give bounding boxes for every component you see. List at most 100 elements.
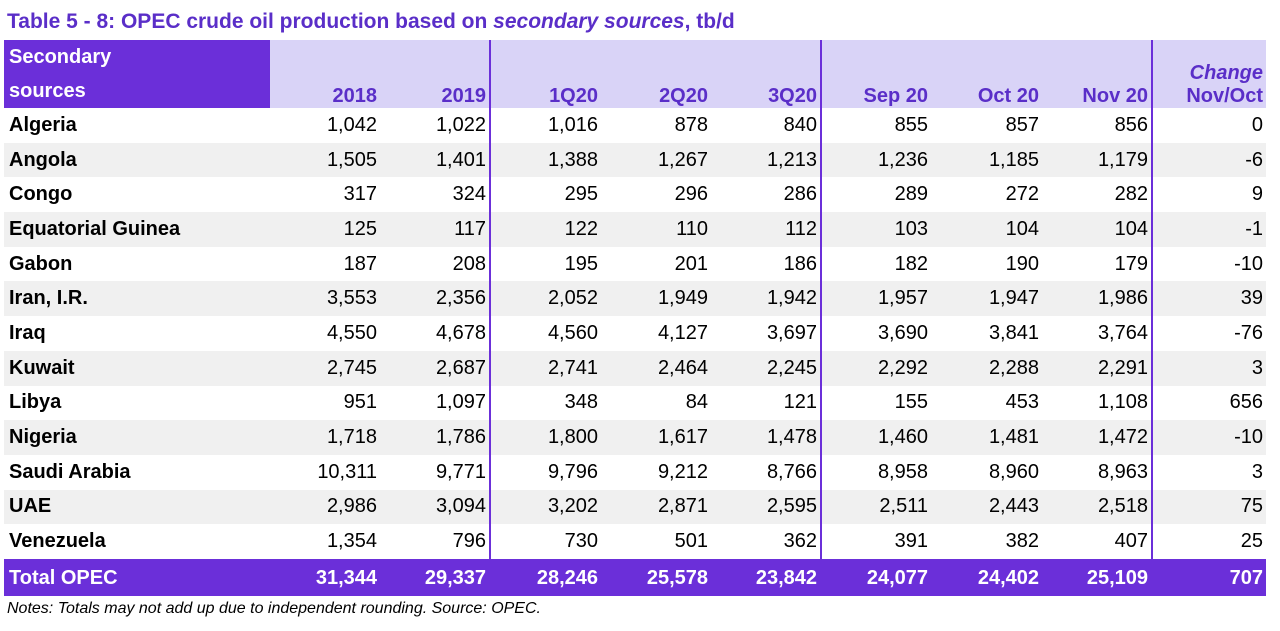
country-name: Equatorial Guinea bbox=[4, 212, 270, 247]
change-cell: -10 bbox=[1152, 420, 1266, 455]
value-cell: 1,460 bbox=[821, 420, 931, 455]
country-name: Kuwait bbox=[4, 350, 270, 386]
value-cell: 2,511 bbox=[821, 489, 931, 525]
table-row: Libya 951 1,097 348 84 121 155 453 1,108 656 bbox=[4, 385, 1266, 421]
table-title: Table 5 - 8: OPEC crude oil production b… bbox=[7, 10, 735, 34]
country-name: Nigeria bbox=[4, 420, 270, 455]
value-cell: 2,291 bbox=[1042, 350, 1153, 386]
value-cell: 878 bbox=[601, 108, 711, 143]
value-cell: 1,108 bbox=[1042, 385, 1153, 421]
value-cell: 1,800 bbox=[490, 420, 601, 455]
table-row: Kuwait 2,745 2,687 2,741 2,464 2,245 2,292 2,28… bbox=[4, 350, 1266, 386]
value-cell: 121 bbox=[711, 385, 822, 421]
change-cell: 707 bbox=[1152, 558, 1266, 596]
header-col: 2Q20 bbox=[601, 40, 711, 108]
value-cell: 1,185 bbox=[931, 142, 1042, 178]
value-cell: 855 bbox=[821, 108, 931, 143]
value-cell: 951 bbox=[270, 385, 380, 421]
value-cell: 117 bbox=[380, 212, 491, 247]
value-cell: 453 bbox=[931, 385, 1042, 421]
country-name: Iran, I.R. bbox=[4, 281, 270, 317]
value-cell: 730 bbox=[490, 524, 601, 560]
header-sources: Secondary sources bbox=[4, 40, 270, 108]
value-cell: 2,443 bbox=[931, 489, 1042, 525]
value-cell: 2,745 bbox=[270, 350, 380, 386]
value-cell: 362 bbox=[711, 524, 822, 560]
value-cell: 182 bbox=[821, 246, 931, 282]
country-name: Venezuela bbox=[4, 524, 270, 560]
value-cell: 2,356 bbox=[380, 281, 491, 317]
value-cell: 179 bbox=[1042, 246, 1153, 282]
value-cell: 1,401 bbox=[380, 142, 491, 178]
header-change: Change Nov/Oct bbox=[1152, 40, 1266, 108]
value-cell: 8,960 bbox=[931, 454, 1042, 490]
header-row: Secondary sources 2018 2019 1Q20 2Q20 3Q2… bbox=[4, 40, 1266, 108]
value-cell: 295 bbox=[490, 177, 601, 213]
change-cell: 3 bbox=[1152, 454, 1266, 490]
value-cell: 2,518 bbox=[1042, 489, 1153, 525]
header-col: Sep 20 bbox=[821, 40, 931, 108]
table-row: Saudi Arabia 10,311 9,771 9,796 9,212 8,766 8,… bbox=[4, 454, 1266, 490]
country-name: UAE bbox=[4, 489, 270, 525]
value-cell: 272 bbox=[931, 177, 1042, 213]
value-cell: 8,958 bbox=[821, 454, 931, 490]
change-cell: -1 bbox=[1152, 212, 1266, 247]
value-cell: 2,292 bbox=[821, 350, 931, 386]
value-cell: 9,212 bbox=[601, 454, 711, 490]
change-cell: -6 bbox=[1152, 142, 1266, 178]
total-label: Total OPEC bbox=[4, 558, 270, 596]
value-cell: 3,841 bbox=[931, 316, 1042, 351]
header-col: 2019 bbox=[380, 40, 491, 108]
value-cell: 190 bbox=[931, 246, 1042, 282]
value-cell: 1,957 bbox=[821, 281, 931, 317]
value-cell: 2,741 bbox=[490, 350, 601, 386]
production-table: Secondary sources 2018 2019 1Q20 2Q20 3Q2… bbox=[4, 40, 1266, 596]
value-cell: 3,764 bbox=[1042, 316, 1153, 351]
change-cell: 9 bbox=[1152, 177, 1266, 213]
total-row: Total OPEC 31,344 29,337 28,246 25,578 23,842… bbox=[4, 558, 1266, 596]
value-cell: 195 bbox=[490, 246, 601, 282]
value-cell: 8,766 bbox=[711, 454, 822, 490]
value-cell: 4,678 bbox=[380, 316, 491, 351]
country-name: Libya bbox=[4, 385, 270, 421]
value-cell: 1,472 bbox=[1042, 420, 1153, 455]
table-row: Algeria 1,042 1,022 1,016 878 840 855 857 856 0 bbox=[4, 108, 1266, 143]
value-cell: 2,288 bbox=[931, 350, 1042, 386]
table-row: Equatorial Guinea 125 117 122 110 112 103 104 10… bbox=[4, 212, 1266, 247]
value-cell: 1,354 bbox=[270, 524, 380, 560]
value-cell: 2,464 bbox=[601, 350, 711, 386]
value-cell: 186 bbox=[711, 246, 822, 282]
table-row: UAE 2,986 3,094 3,202 2,871 2,595 2,511 2,443 2,… bbox=[4, 489, 1266, 525]
value-cell: 1,786 bbox=[380, 420, 491, 455]
value-cell: 4,550 bbox=[270, 316, 380, 351]
footnote: Notes: Totals may not add up due to inde… bbox=[7, 600, 541, 617]
value-cell: 2,871 bbox=[601, 489, 711, 525]
value-cell: 857 bbox=[931, 108, 1042, 143]
value-cell: 407 bbox=[1042, 524, 1153, 560]
value-cell: 1,942 bbox=[711, 281, 822, 317]
value-cell: 125 bbox=[270, 212, 380, 247]
value-cell: 1,986 bbox=[1042, 281, 1153, 317]
country-name: Algeria bbox=[4, 108, 270, 143]
value-cell: 1,617 bbox=[601, 420, 711, 455]
value-cell: 1,236 bbox=[821, 142, 931, 178]
value-cell: 1,505 bbox=[270, 142, 380, 178]
value-cell: 1,179 bbox=[1042, 142, 1153, 178]
value-cell: 25,578 bbox=[601, 558, 711, 596]
table-row: Angola 1,505 1,401 1,388 1,267 1,213 1,236 1,18… bbox=[4, 142, 1266, 178]
table-row: Iran, I.R. 3,553 2,356 2,052 1,949 1,942 1,957… bbox=[4, 281, 1266, 317]
value-cell: 382 bbox=[931, 524, 1042, 560]
value-cell: 155 bbox=[821, 385, 931, 421]
value-cell: 2,052 bbox=[490, 281, 601, 317]
change-cell: -76 bbox=[1152, 316, 1266, 351]
value-cell: 1,947 bbox=[931, 281, 1042, 317]
value-cell: 391 bbox=[821, 524, 931, 560]
table-row: Gabon 187 208 195 201 186 182 190 179 -10 bbox=[4, 246, 1266, 282]
value-cell: 4,560 bbox=[490, 316, 601, 351]
value-cell: 1,478 bbox=[711, 420, 822, 455]
value-cell: 3,690 bbox=[821, 316, 931, 351]
value-cell: 296 bbox=[601, 177, 711, 213]
change-cell: 75 bbox=[1152, 489, 1266, 525]
value-cell: 9,796 bbox=[490, 454, 601, 490]
change-cell: -10 bbox=[1152, 246, 1266, 282]
